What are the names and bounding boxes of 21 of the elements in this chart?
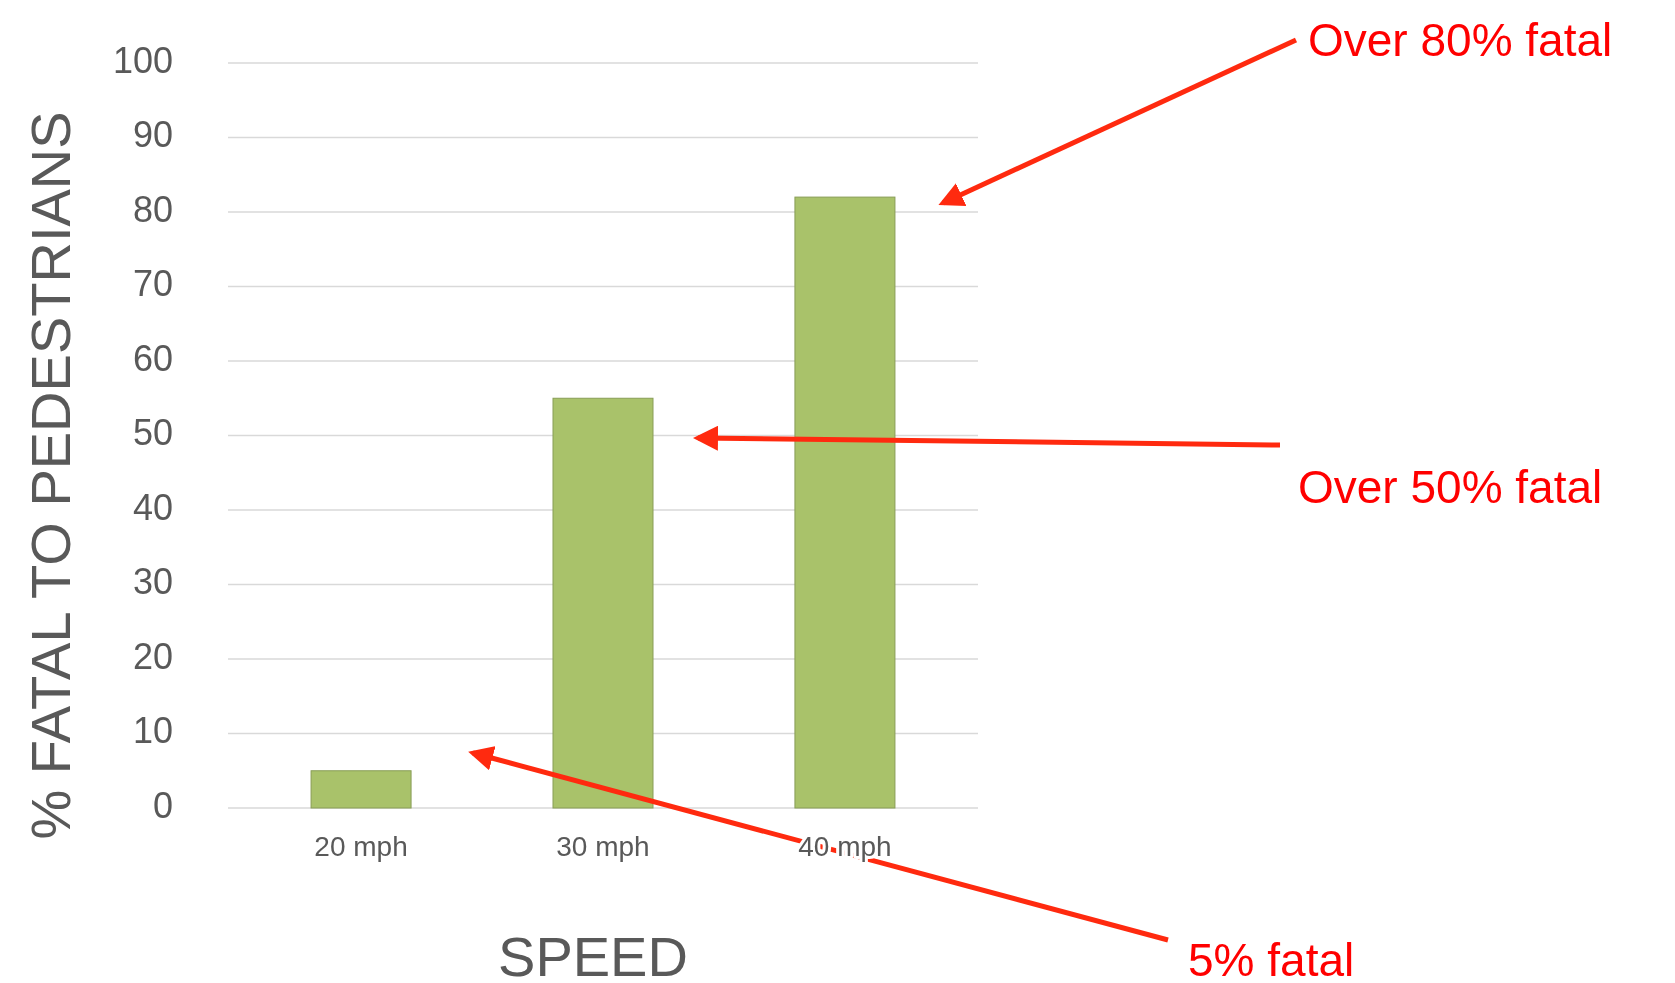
y-tick-label: 0	[152, 784, 173, 826]
y-tick-label: 80	[132, 188, 173, 230]
y-tick-label: 70	[132, 263, 173, 305]
text: Over 80% fatal	[1308, 14, 1613, 66]
x-axis-title: SPEED	[498, 925, 688, 983]
y-tick-label: 60	[132, 337, 173, 379]
text: 5% fatal	[1188, 934, 1355, 983]
y-tick-label: 30	[132, 561, 173, 603]
y-tick-label: 40	[132, 486, 173, 528]
x-tick-label: 20 mph	[314, 831, 408, 862]
bar	[552, 397, 654, 809]
y-tick-label: 50	[132, 412, 173, 454]
bar	[794, 196, 896, 809]
y-tick-label: 20	[132, 635, 173, 677]
bar	[310, 770, 412, 809]
y-tick-label: 100	[112, 39, 173, 81]
y-tick-label: 10	[132, 710, 173, 752]
text: Over 50% fatal	[1298, 461, 1603, 513]
x-tick-label: 30 mph	[556, 831, 650, 862]
y-tick-label: 90	[132, 114, 173, 156]
y-axis-title: % FATAL TO PEDESTRIANS	[19, 111, 82, 840]
